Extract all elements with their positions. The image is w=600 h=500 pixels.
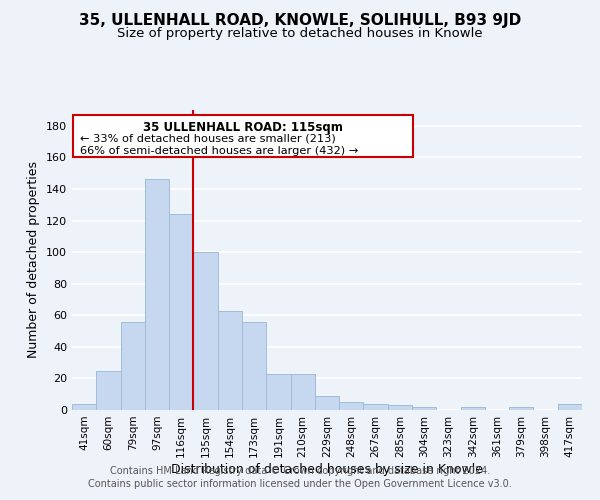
Text: 66% of semi-detached houses are larger (432) →: 66% of semi-detached houses are larger (… bbox=[80, 146, 359, 156]
Bar bbox=[412, 407, 436, 410]
Bar bbox=[72, 404, 96, 410]
Bar bbox=[461, 407, 485, 410]
Y-axis label: Number of detached properties: Number of detached properties bbox=[28, 162, 40, 358]
Text: Contains public sector information licensed under the Open Government Licence v3: Contains public sector information licen… bbox=[88, 479, 512, 489]
Bar bbox=[315, 396, 339, 410]
Bar bbox=[169, 214, 193, 410]
Text: Size of property relative to detached houses in Knowle: Size of property relative to detached ho… bbox=[117, 28, 483, 40]
FancyBboxPatch shape bbox=[73, 114, 413, 158]
Text: Contains HM Land Registry data © Crown copyright and database right 2024.: Contains HM Land Registry data © Crown c… bbox=[110, 466, 490, 476]
Bar bbox=[509, 407, 533, 410]
Bar bbox=[242, 322, 266, 410]
Bar bbox=[364, 404, 388, 410]
Bar bbox=[290, 374, 315, 410]
X-axis label: Distribution of detached houses by size in Knowle: Distribution of detached houses by size … bbox=[171, 462, 483, 475]
Bar bbox=[266, 374, 290, 410]
Bar bbox=[339, 402, 364, 410]
Bar bbox=[388, 406, 412, 410]
Bar bbox=[96, 370, 121, 410]
Bar bbox=[558, 404, 582, 410]
Bar bbox=[193, 252, 218, 410]
Text: ← 33% of detached houses are smaller (213): ← 33% of detached houses are smaller (21… bbox=[80, 134, 336, 143]
Text: 35 ULLENHALL ROAD: 115sqm: 35 ULLENHALL ROAD: 115sqm bbox=[143, 121, 343, 134]
Bar bbox=[121, 322, 145, 410]
Text: 35, ULLENHALL ROAD, KNOWLE, SOLIHULL, B93 9JD: 35, ULLENHALL ROAD, KNOWLE, SOLIHULL, B9… bbox=[79, 12, 521, 28]
Bar bbox=[145, 180, 169, 410]
Bar bbox=[218, 310, 242, 410]
